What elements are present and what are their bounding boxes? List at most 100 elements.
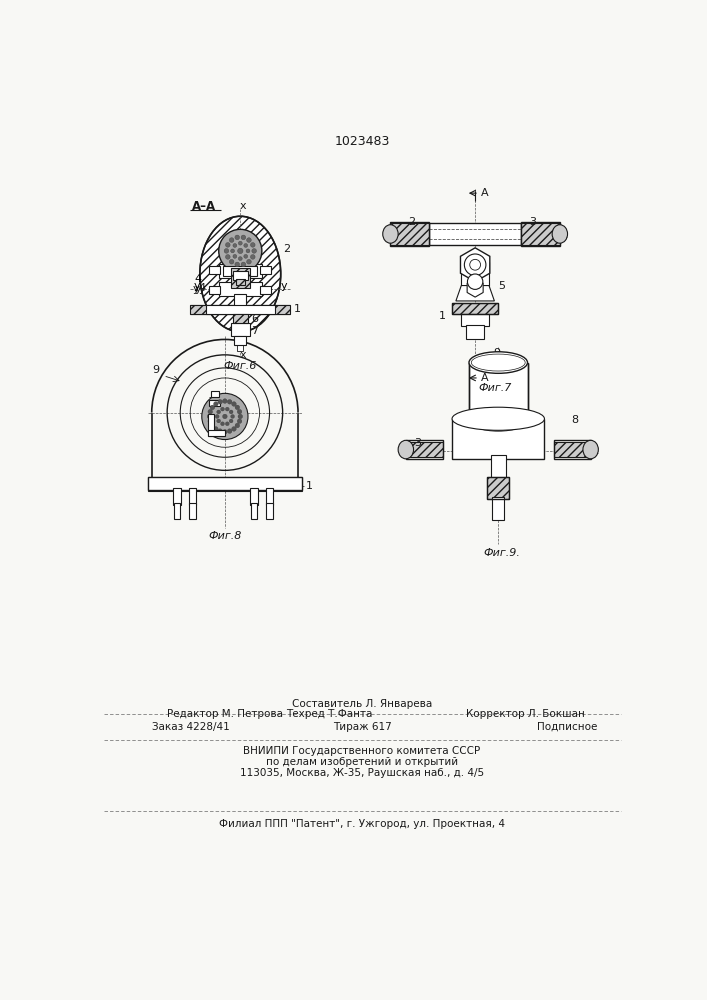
Circle shape [223,399,227,403]
Bar [461,314,489,326]
Circle shape [247,238,251,242]
Circle shape [214,402,218,406]
Text: z: z [561,231,567,240]
Text: 2: 2 [283,244,290,254]
Bar [267,503,273,519]
Circle shape [229,259,234,264]
Bar [238,262,243,351]
Circle shape [221,422,224,426]
Bar [173,488,181,505]
Ellipse shape [452,407,544,430]
Bar [390,222,429,246]
Ellipse shape [398,440,414,459]
Bar [206,305,275,314]
Circle shape [238,414,243,419]
Circle shape [226,407,229,411]
Bar [148,477,302,491]
Bar [487,477,509,499]
Circle shape [238,248,243,254]
Circle shape [214,427,218,431]
Text: x: x [240,350,247,360]
Bar [189,503,196,519]
Text: y: y [281,281,287,291]
Circle shape [241,235,246,240]
Circle shape [217,410,221,414]
Text: 1: 1 [439,311,446,321]
Bar [554,442,590,457]
Bar [452,303,498,314]
Circle shape [215,415,219,418]
Circle shape [229,238,234,242]
Circle shape [228,429,232,433]
Bar [461,262,489,286]
Circle shape [218,229,262,272]
Text: Фиг.9.: Фиг.9. [484,548,520,558]
Circle shape [224,249,229,253]
Circle shape [238,409,242,414]
Bar [223,266,257,276]
Bar [554,440,590,459]
Text: y: y [194,281,200,291]
Text: 6: 6 [251,314,258,324]
Text: 9: 9 [493,348,501,358]
Text: z: z [399,446,404,456]
Circle shape [217,419,221,423]
Circle shape [223,430,227,434]
Bar [209,286,221,294]
Polygon shape [456,286,494,301]
Circle shape [210,405,215,410]
Circle shape [244,254,247,258]
Bar [209,266,221,274]
Bar [260,266,271,274]
Circle shape [247,259,251,264]
Text: y: y [199,284,205,294]
Bar [466,325,484,339]
Text: А: А [481,188,489,198]
Circle shape [232,427,236,431]
Circle shape [218,399,223,404]
Circle shape [229,410,233,414]
Circle shape [235,262,240,267]
Bar [452,303,498,314]
Circle shape [207,414,212,419]
Bar [218,282,262,296]
Circle shape [252,249,257,253]
Text: 7: 7 [251,326,258,336]
Circle shape [233,244,237,247]
Circle shape [229,419,233,423]
Text: 5: 5 [498,281,506,291]
Bar [469,363,527,420]
Text: Составитель Л. Январева: Составитель Л. Январева [292,699,432,709]
Bar [209,400,221,406]
Circle shape [208,419,213,424]
Bar [406,440,443,459]
Text: А: А [481,373,489,383]
Text: 4: 4 [194,274,201,284]
Bar [148,477,302,490]
Ellipse shape [583,440,598,459]
Text: 3: 3 [530,217,537,227]
Bar [521,223,560,245]
Circle shape [235,235,240,240]
Text: 2: 2 [409,217,416,227]
Circle shape [232,402,236,406]
Polygon shape [460,248,490,282]
Bar [211,391,218,397]
Text: Заказ 4228/41: Заказ 4228/41 [152,722,230,732]
Bar [452,419,544,459]
Circle shape [221,407,224,411]
Text: Фиг.7: Фиг.7 [478,383,512,393]
Circle shape [238,241,243,245]
Ellipse shape [469,352,527,373]
Text: z: z [383,231,389,240]
Text: 113035, Москва, Ж-35, Раушская наб., д. 4/5: 113035, Москва, Ж-35, Раушская наб., д. … [240,768,484,778]
Bar [174,503,180,519]
Ellipse shape [200,216,281,332]
Circle shape [226,255,230,259]
Circle shape [244,244,247,247]
Text: по делам изобретений и открытий: по делам изобретений и открытий [266,757,458,767]
Text: 4: 4 [198,283,205,293]
Bar [234,336,247,345]
Circle shape [226,243,230,247]
Bar [251,503,257,519]
